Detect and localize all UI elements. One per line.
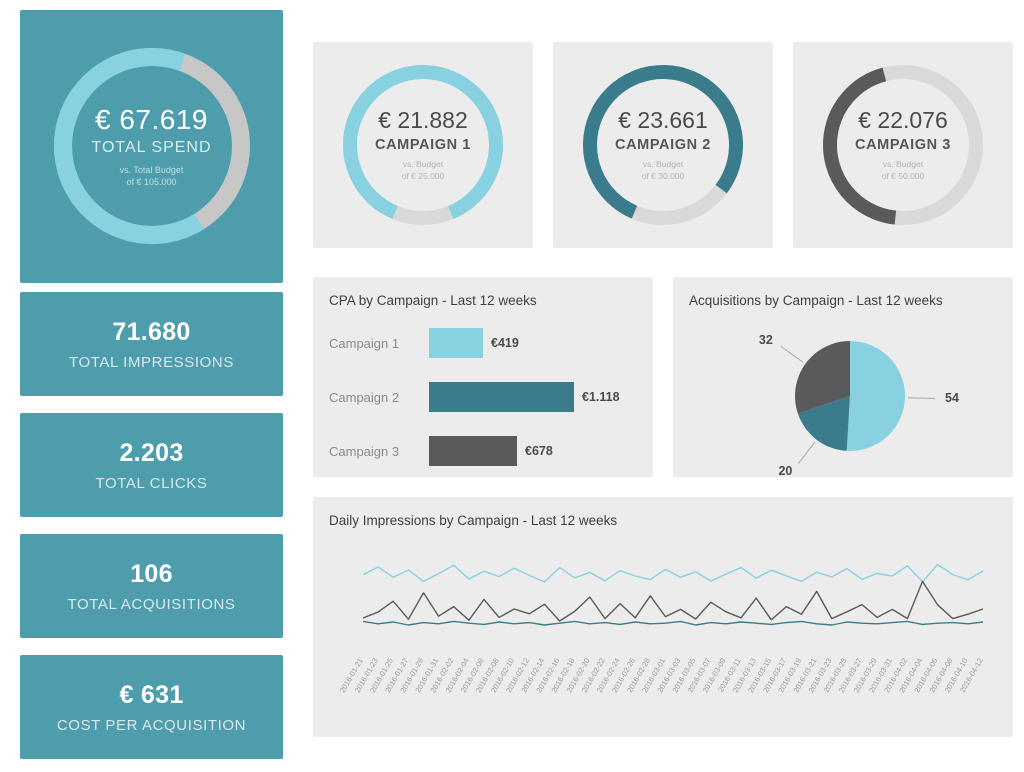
stat-value: 2.203 xyxy=(119,438,184,467)
line-series xyxy=(362,563,984,583)
total-spend-subtitle2: of € 105.000 xyxy=(126,177,177,187)
total-spend-value: € 67.619 xyxy=(95,103,208,135)
pie-slice xyxy=(846,341,906,451)
stat-label: TOTAL CLICKS xyxy=(95,474,208,492)
bar-category-label: Campaign 1 xyxy=(329,335,400,351)
pie-value-label: 32 xyxy=(759,333,773,347)
bar-row: Campaign 3 €678 xyxy=(329,436,653,466)
campaign-2-subtitle: vs. Budget xyxy=(642,159,684,170)
acquisitions-card: Acquisitions by Campaign - Last 12 weeks… xyxy=(673,277,1013,478)
campaign-1-donut: € 21.882 CAMPAIGN 1 vs. Budget of € 25.0… xyxy=(343,65,504,225)
pie-slice xyxy=(797,396,850,451)
campaign-2-donut: € 23.661 CAMPAIGN 2 vs. Budget of € 30.0… xyxy=(583,65,743,225)
campaign-1-value: € 21.882 xyxy=(378,107,468,134)
campaign-3-value: € 22.076 xyxy=(858,107,948,134)
campaign-1-gauge-card: € 21.882 CAMPAIGN 1 vs. Budget of € 25.0… xyxy=(313,42,533,248)
bar-category-label: Campaign 3 xyxy=(329,443,400,459)
cpa-chart-title: CPA by Campaign - Last 12 weeks xyxy=(329,293,537,308)
campaign-3-label: CAMPAIGN 3 xyxy=(855,137,951,154)
stat-total-acquisitions: 106 TOTAL ACQUISITIONS xyxy=(20,534,283,638)
stat-label: TOTAL IMPRESSIONS xyxy=(69,353,234,371)
campaign-2-gauge-card: € 23.661 CAMPAIGN 2 vs. Budget of € 30.0… xyxy=(553,42,773,248)
total-spend-subtitle: vs. Total Budget xyxy=(119,164,184,175)
pie-value-label: 20 xyxy=(778,464,792,478)
total-spend-donut: € 67.619 TOTAL SPEND vs. Total Budget of… xyxy=(53,48,250,244)
bar-value-label: €1.118 xyxy=(582,390,620,404)
pie-value-label: 54 xyxy=(945,391,959,405)
stat-total-impressions: 71.680 TOTAL IMPRESSIONS xyxy=(20,292,283,396)
campaign-1-subtitle2: of € 25.000 xyxy=(401,171,445,181)
campaign-3-subtitle2: of € 50.000 xyxy=(881,171,925,181)
total-spend-card: € 67.619 TOTAL SPEND vs. Total Budget of… xyxy=(20,10,283,283)
pie-leader-line xyxy=(780,345,804,363)
campaign-3-gauge-card: € 22.076 CAMPAIGN 3 vs. Budget of € 50.0… xyxy=(793,42,1013,248)
donut-gauge-svg xyxy=(583,65,743,225)
line-chart-svg: 2016-01-212016-01-232016-01-252016-01-27… xyxy=(338,563,985,694)
acquisitions-pie: 54 20 32 xyxy=(673,316,1013,484)
stat-value: € 631 xyxy=(119,680,184,709)
campaign-1-label: CAMPAIGN 1 xyxy=(375,137,471,154)
bar-row: Campaign 1 €419 xyxy=(329,328,653,358)
donut-gauge-svg xyxy=(53,48,250,244)
daily-impressions-card: Daily Impressions by Campaign - Last 12 … xyxy=(313,497,1013,737)
stat-value: 71.680 xyxy=(112,317,191,346)
bar-value-label: €419 xyxy=(491,336,519,350)
stat-label: TOTAL ACQUISITIONS xyxy=(67,595,236,613)
campaign-3-donut: € 22.076 CAMPAIGN 3 vs. Budget of € 50.0… xyxy=(823,65,983,225)
line-series xyxy=(362,620,984,626)
daily-line-chart: 2016-01-21 2016-01-23 2016-01-25 2016-01-27… xyxy=(333,536,1013,726)
donut-gauge-svg xyxy=(823,65,983,225)
campaign-2-label: CAMPAIGN 2 xyxy=(615,137,711,154)
cpa-card: CPA by Campaign - Last 12 weeks Campaign… xyxy=(313,277,653,477)
stat-total-clicks: 2.203 TOTAL CLICKS xyxy=(20,413,283,517)
total-spend-label: TOTAL SPEND xyxy=(91,138,212,156)
bar xyxy=(429,436,517,466)
donut-gauge-svg xyxy=(343,65,504,225)
stat-value: 106 xyxy=(130,559,173,588)
stat-cost-per-acquisition: € 631 COST PER ACQUISITION xyxy=(20,655,283,759)
bar-row: Campaign 2 €1.118 xyxy=(329,382,653,412)
pie-chart-svg: 54 20 32 xyxy=(759,333,959,478)
campaign-3-subtitle: vs. Budget xyxy=(882,159,924,170)
bar-value-label: €678 xyxy=(525,444,553,458)
stat-label: COST PER ACQUISITION xyxy=(56,716,247,734)
pie-leader-line xyxy=(798,441,816,464)
pie-slice xyxy=(795,341,850,414)
daily-chart-title: Daily Impressions by Campaign - Last 12 … xyxy=(329,513,618,528)
pie-leader-line xyxy=(907,397,936,399)
campaign-2-subtitle2: of € 30.000 xyxy=(641,171,685,181)
campaign-2-value: € 23.661 xyxy=(618,107,708,134)
bar xyxy=(429,382,574,412)
cpa-bar-chart: Campaign 1 €419 Campaign 2 €1.118 Campaign 3… xyxy=(329,328,653,466)
line-series xyxy=(362,580,984,622)
bar xyxy=(429,328,483,358)
campaign-1-subtitle: vs. Budget xyxy=(402,159,444,170)
bar-category-label: Campaign 2 xyxy=(329,389,400,405)
acquisitions-chart-title: Acquisitions by Campaign - Last 12 weeks xyxy=(689,293,943,308)
